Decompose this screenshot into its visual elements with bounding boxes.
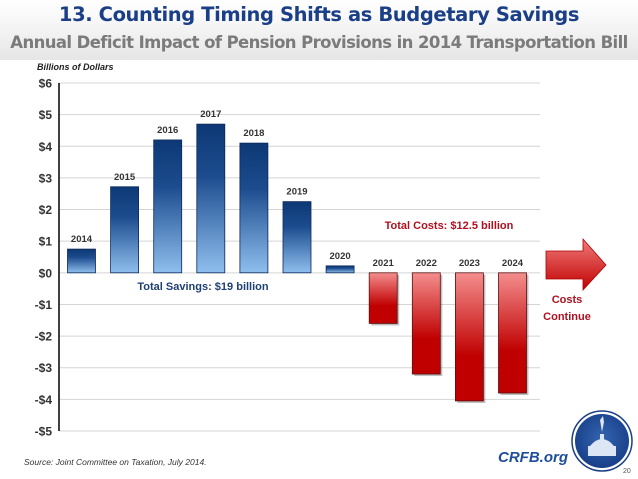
y-tick-label: -$2 (35, 330, 53, 344)
bar-2016 (153, 139, 183, 274)
source-note: Source: Joint Committee on Taxation, Jul… (24, 457, 207, 467)
bar-label-2016: 2016 (157, 125, 178, 136)
bar-label-2024: 2024 (502, 258, 524, 269)
bar-label-2014: 2014 (71, 234, 93, 245)
bar-label-2018: 2018 (243, 128, 264, 139)
bar-label-2019: 2019 (286, 187, 307, 198)
bar-2015 (110, 186, 139, 274)
bar-label-2017: 2017 (200, 109, 221, 120)
bar-label-2015: 2015 (114, 172, 136, 183)
y-tick-label: $5 (39, 108, 53, 122)
y-tick-label: -$5 (35, 425, 53, 439)
costs-continue-line1: Costs (552, 294, 583, 306)
y-tick-label: -$3 (35, 361, 53, 375)
bar-2014 (67, 248, 96, 274)
header-band (0, 0, 638, 60)
bar-label-2023: 2023 (459, 258, 480, 269)
y-tick-label: $2 (39, 203, 53, 217)
total-savings-annotation: Total Savings: $19 billion (137, 281, 268, 293)
bar-label-2020: 2020 (330, 251, 351, 262)
bar-2023 (454, 272, 484, 402)
y-axis-unit-label: Billions of Dollars (37, 62, 114, 72)
y-tick-label: $1 (39, 235, 53, 249)
y-tick-label: -$1 (35, 298, 53, 312)
slide-subtitle: Annual Deficit Impact of Pension Provisi… (10, 33, 628, 52)
y-tick-label: $0 (39, 266, 53, 280)
y-tick-label: $6 (39, 77, 53, 91)
bar-2022 (411, 272, 441, 375)
bar-2019 (282, 201, 312, 274)
bar-label-2022: 2022 (416, 258, 437, 269)
y-tick-label: -$4 (35, 393, 53, 407)
bar-2020 (325, 265, 355, 274)
arrow-right-icon (545, 237, 607, 292)
costs-continue-line2: Continue (543, 311, 591, 323)
slide-title: 13. Counting Timing Shifts as Budgetary … (58, 3, 580, 26)
brand-link[interactable]: CRFB.org (498, 449, 568, 466)
bar-label-2021: 2021 (373, 258, 395, 269)
y-tick-label: $4 (39, 140, 53, 154)
y-tick-label: $3 (39, 171, 53, 185)
page-number: 20 (623, 468, 631, 475)
bar-2024 (498, 272, 527, 394)
bar-2017 (196, 123, 226, 274)
crfb-logo (571, 410, 633, 472)
total-costs-annotation: Total Costs: $12.5 billion (385, 220, 514, 232)
bar-2021 (368, 272, 398, 324)
bar-2018 (239, 142, 269, 274)
costs-continue-arrow (545, 237, 607, 292)
